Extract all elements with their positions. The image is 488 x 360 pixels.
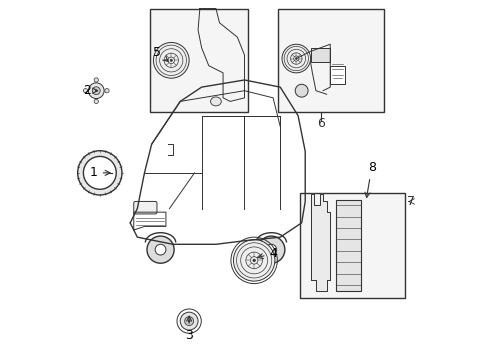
- Circle shape: [187, 320, 190, 323]
- Bar: [149, 9, 247, 112]
- Circle shape: [92, 87, 100, 95]
- FancyBboxPatch shape: [134, 202, 157, 214]
- Text: 5: 5: [153, 46, 168, 61]
- Circle shape: [282, 44, 310, 73]
- Circle shape: [88, 83, 104, 99]
- Text: 7: 7: [406, 195, 414, 208]
- Text: 3: 3: [185, 316, 193, 342]
- Circle shape: [295, 84, 307, 97]
- Bar: [278, 9, 383, 112]
- Circle shape: [78, 151, 122, 195]
- Text: 8: 8: [364, 161, 375, 198]
- Circle shape: [83, 157, 116, 189]
- Circle shape: [147, 236, 174, 263]
- Circle shape: [153, 42, 189, 78]
- Circle shape: [104, 89, 109, 93]
- Circle shape: [257, 236, 285, 263]
- Circle shape: [295, 58, 297, 59]
- Bar: [310, 48, 329, 62]
- Bar: [329, 66, 344, 84]
- Ellipse shape: [210, 97, 221, 106]
- Circle shape: [155, 244, 165, 255]
- Circle shape: [233, 240, 274, 281]
- Text: 4: 4: [258, 247, 277, 260]
- Text: 2: 2: [82, 84, 98, 97]
- Circle shape: [252, 259, 255, 262]
- Bar: [299, 193, 405, 298]
- Circle shape: [83, 89, 87, 93]
- Circle shape: [94, 78, 98, 82]
- Polygon shape: [310, 194, 329, 291]
- Circle shape: [265, 244, 276, 255]
- Circle shape: [94, 99, 98, 104]
- Circle shape: [180, 312, 198, 330]
- Circle shape: [184, 317, 193, 325]
- Text: 6: 6: [317, 117, 325, 130]
- Circle shape: [170, 59, 172, 62]
- Bar: [335, 200, 360, 291]
- Text: 1: 1: [90, 166, 110, 179]
- Circle shape: [95, 90, 97, 92]
